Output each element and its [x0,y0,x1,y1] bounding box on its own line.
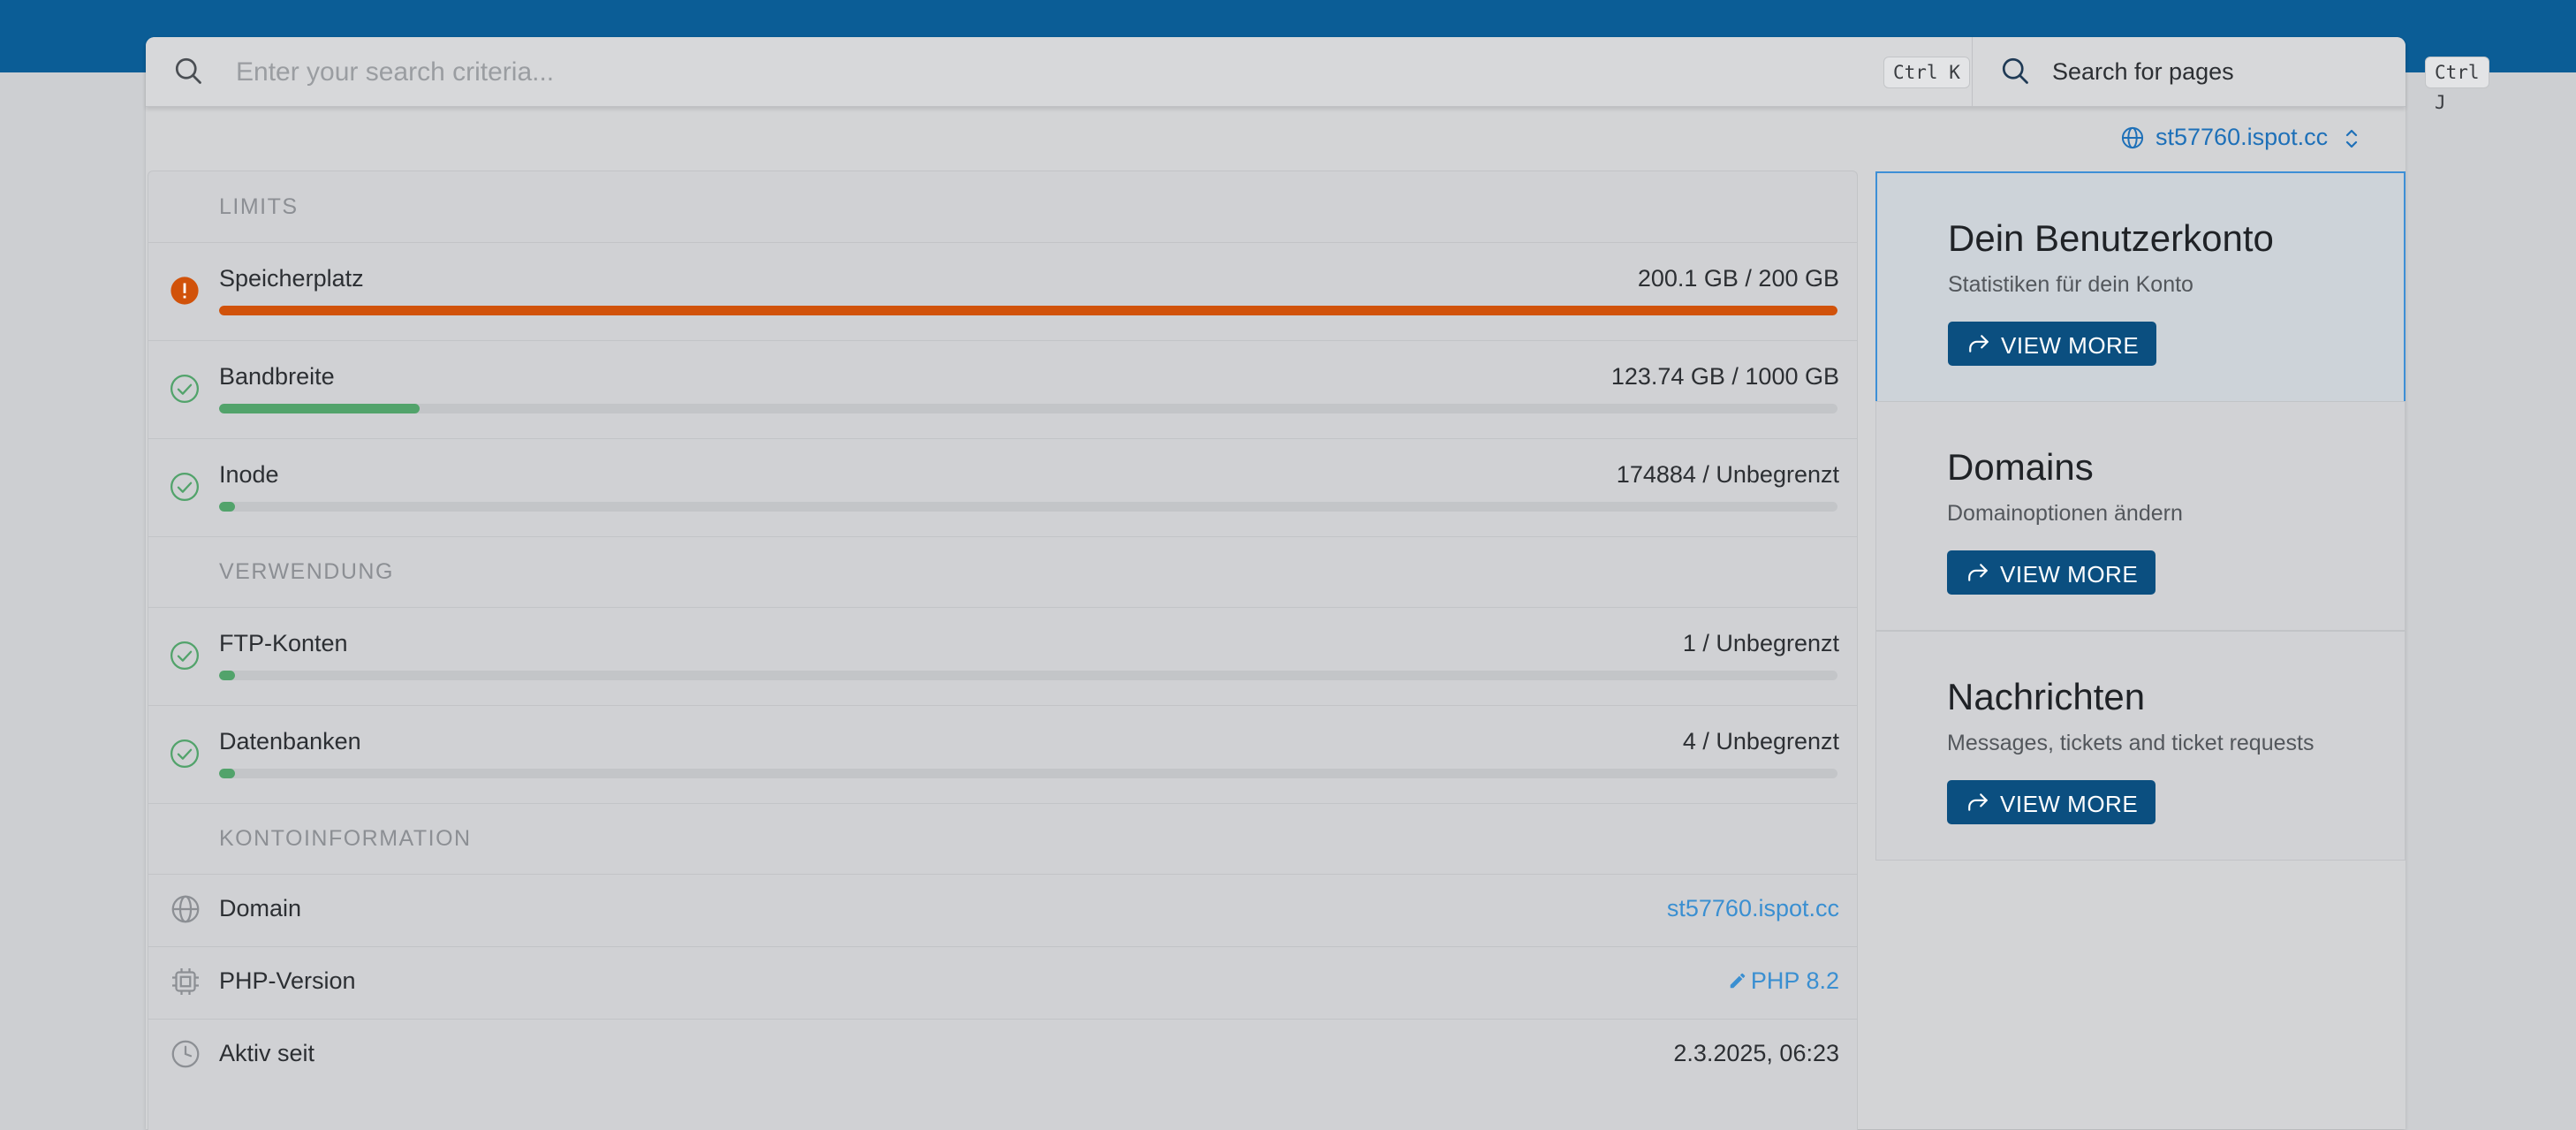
card-subtitle: Domainoptionen ändern [1947,501,2183,526]
search-pages-shortcut-badge: Ctrl J [2425,57,2489,113]
usage-value: 4 / Unbegrenzt [1682,728,1839,755]
usage-value: 1 / Unbegrenzt [1682,630,1839,656]
usage-label: FTP-Konten [219,630,348,656]
view-more-label: VIEW MORE [2000,561,2139,588]
search-icon [175,57,201,84]
check-circle-icon [170,472,200,502]
section-title: LIMITS [219,194,299,219]
view-more-button[interactable]: VIEW MORE [1947,780,2156,824]
section-heading-limits: LIMITS [148,171,1857,243]
card-messages: Nachrichten Messages, tickets and ticket… [1875,631,2406,861]
chevron-up-down-icon [2345,129,2358,148]
pencil-icon [1730,973,1746,989]
progress-fill [219,769,236,778]
search-icon [2002,57,2028,84]
info-row-domain: Domain st57760.ispot.cc [148,874,1857,947]
check-circle-icon [170,739,200,769]
card-user-account: Dein Benutzerkonto Statistiken für dein … [1875,171,2406,403]
card-title: Nachrichten [1947,676,2146,717]
limits-card: LIMITS Speicherplatz 200.1 GB / 200 GB B… [148,171,1858,1130]
warning-icon [170,277,199,305]
view-more-button[interactable]: VIEW MORE [1947,550,2156,595]
section-title: VERWENDUNG [219,559,394,584]
progress-fill [219,404,420,413]
info-row-php: PHP-Version PHP 8.2 [148,946,1857,1020]
cpu-chip-icon [172,968,199,995]
globe-icon [2121,126,2144,149]
search-shortcut-badge: Ctrl K [1883,57,1970,88]
card-title: Dein Benutzerkonto [1948,217,2274,259]
limit-row-speicherplatz: Speicherplatz 200.1 GB / 200 GB [148,242,1857,341]
usage-row-ftp: FTP-Konten 1 / Unbegrenzt [148,607,1857,706]
view-more-button[interactable]: VIEW MORE [1948,322,2156,366]
domain-link[interactable]: st57760.ispot.cc [1666,895,1839,921]
php-version-value: PHP 8.2 [1750,967,1839,994]
limit-row-inode: Inode 174884 / Unbegrenzt [148,438,1857,537]
search-input[interactable] [234,51,1828,94]
card-domains: Domains Domainoptionen ändern VIEW MORE [1875,401,2406,631]
view-more-label: VIEW MORE [2000,791,2139,817]
share-arrow-icon [1968,564,1988,581]
clock-icon [171,1040,200,1068]
globe-icon [171,895,200,923]
card-title: Domains [1947,446,2094,488]
share-arrow-icon [1969,335,1989,353]
search-divider [1972,37,1973,106]
search-pages-button[interactable]: Search for pages [1999,37,2406,106]
card-subtitle: Messages, tickets and ticket requests [1947,731,2315,755]
progress-track [219,671,1837,680]
section-heading-usage: VERWENDUNG [148,536,1857,608]
limit-row-bandbreite: Bandbreite 123.74 GB / 1000 GB [148,340,1857,439]
search-bar: Ctrl K Search for pages Ctrl J [146,37,2489,113]
info-value: 2.3.2025, 06:23 [1673,1040,1839,1066]
limit-label: Inode [219,461,279,488]
usage-label: Datenbanken [219,728,361,755]
limit-value: 200.1 GB / 200 GB [1637,265,1839,292]
progress-track [219,769,1837,778]
progress-track [219,502,1837,512]
view-more-label: VIEW MORE [2001,332,2140,359]
section-heading-account-info: KONTOINFORMATION [148,803,1857,875]
usage-row-datenbanken: Datenbanken 4 / Unbegrenzt [148,705,1857,804]
search-pages-label: Search for pages [2052,58,2234,85]
limit-value: 174884 / Unbegrenzt [1616,461,1839,488]
info-label: Domain [219,895,302,921]
check-circle-icon [170,374,200,404]
limit-label: Bandbreite [219,363,335,390]
info-label: Aktiv seit [219,1040,315,1066]
progress-track [219,404,1837,413]
info-label: PHP-Version [219,967,356,994]
limit-value: 123.74 GB / 1000 GB [1610,363,1839,390]
info-row-active-since: Aktiv seit 2.3.2025, 06:23 [148,1019,1857,1091]
progress-fill [219,671,236,680]
limit-label: Speicherplatz [219,265,364,292]
progress-fill [219,306,1837,315]
php-version-link[interactable]: PHP 8.2 [1728,967,1839,995]
share-arrow-icon [1968,793,1988,811]
domain-selector-value: st57760.ispot.cc [2156,124,2329,150]
card-subtitle: Statistiken für dein Konto [1948,272,2193,297]
section-title: KONTOINFORMATION [219,826,472,851]
progress-fill [219,502,236,512]
progress-track [219,306,1837,315]
check-circle-icon [170,641,200,671]
